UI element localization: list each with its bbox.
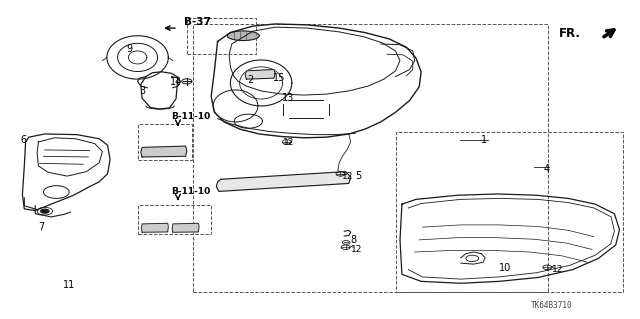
Bar: [396, 132, 623, 292]
Bar: [138, 124, 192, 160]
Bar: [193, 24, 548, 292]
Text: 14: 14: [170, 77, 182, 87]
Polygon shape: [172, 223, 199, 232]
Polygon shape: [227, 31, 259, 41]
Text: B-37: B-37: [184, 17, 211, 27]
Polygon shape: [245, 70, 275, 79]
Text: 6: 6: [20, 135, 27, 145]
Text: 7: 7: [38, 222, 45, 232]
Text: 12: 12: [351, 245, 362, 254]
Text: 9: 9: [127, 44, 133, 55]
Text: B-11-10: B-11-10: [172, 112, 211, 121]
Text: FR.: FR.: [559, 27, 581, 40]
Text: 11: 11: [63, 279, 75, 290]
Text: TK64B3710: TK64B3710: [531, 301, 573, 310]
Text: 5: 5: [355, 171, 362, 181]
Polygon shape: [141, 146, 187, 157]
Bar: [138, 205, 211, 234]
Text: 15: 15: [273, 73, 285, 83]
Polygon shape: [141, 223, 168, 232]
Text: 8: 8: [351, 235, 357, 245]
Text: 13: 13: [282, 93, 294, 103]
Text: 4: 4: [544, 164, 550, 174]
Text: 1: 1: [481, 135, 488, 145]
Text: 3: 3: [140, 86, 146, 96]
Bar: [187, 18, 256, 54]
Text: 12: 12: [552, 265, 563, 274]
Text: 10: 10: [499, 263, 511, 273]
Circle shape: [40, 209, 49, 213]
Text: 12: 12: [283, 138, 294, 147]
Text: 2: 2: [248, 75, 254, 85]
Polygon shape: [216, 172, 351, 191]
Text: 12: 12: [342, 172, 354, 181]
Text: B-11-10: B-11-10: [172, 187, 211, 196]
